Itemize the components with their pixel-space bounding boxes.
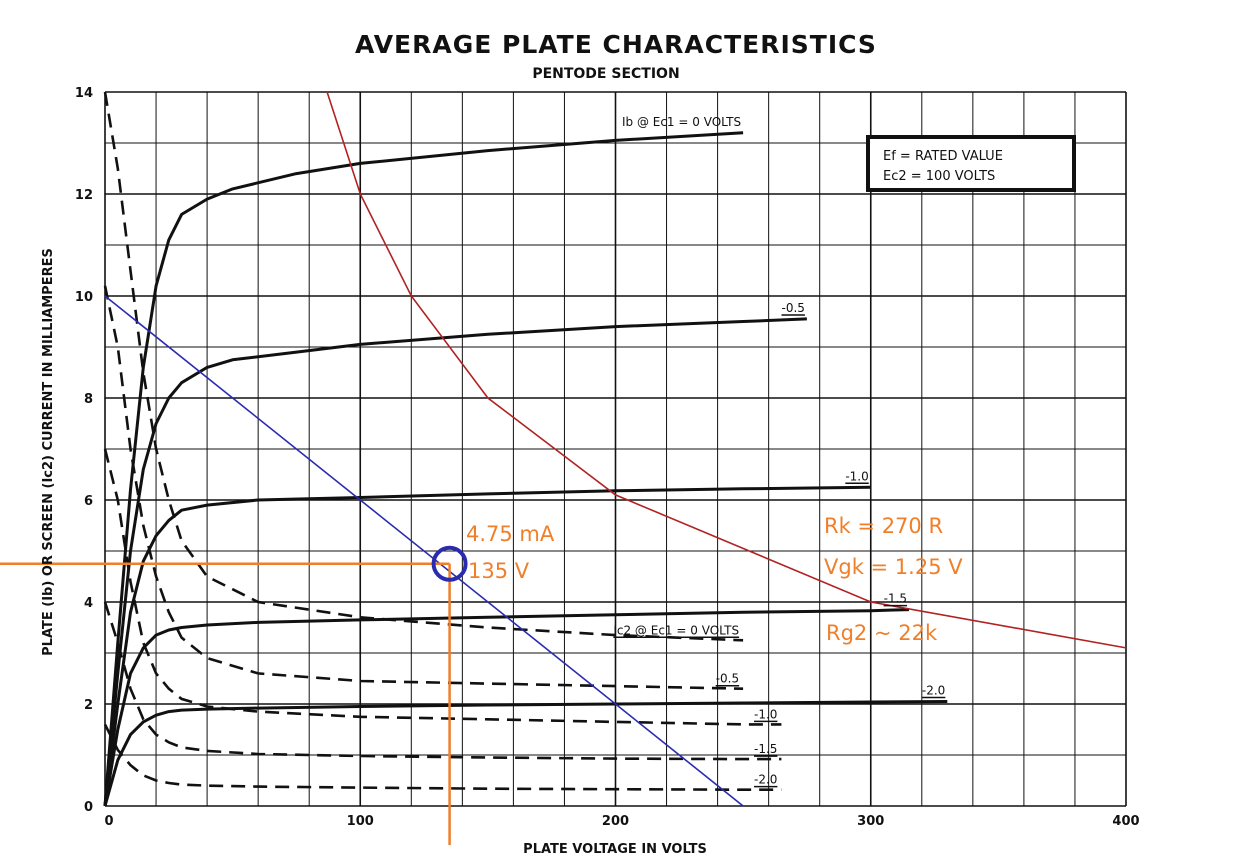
load-line — [104, 295, 744, 807]
screen-curve-label-1-0: -1.0 — [754, 707, 777, 721]
plate-curve-label-0-5: -0.5 — [782, 301, 805, 315]
grid — [104, 91, 1127, 807]
screen-curve-label-2-0: -2.0 — [754, 773, 777, 787]
x-tick-label: 200 — [602, 814, 629, 829]
plate-curve-label-1-0: -1.0 — [845, 469, 868, 483]
plate-curve-label-ib-ec1-0-volts: Ib @ Ec1 = 0 VOLTS — [622, 115, 741, 129]
y-tick-label: 2 — [84, 698, 93, 713]
plate-curve-0-5 — [103, 317, 807, 807]
y-tick-label: 4 — [84, 596, 93, 611]
annotation-voltage: 135 V — [468, 559, 530, 583]
x-axis-title: PLATE VOLTAGE IN VOLTS — [523, 842, 707, 857]
y-tick-label: 8 — [84, 392, 93, 407]
chart-title: AVERAGE PLATE CHARACTERISTICS — [355, 30, 877, 59]
legend-frame — [866, 135, 1076, 192]
screen-curve-label-1-5: -1.5 — [754, 742, 777, 756]
legend-box: Ef = RATED VALUE Ec2 = 100 VOLTS — [866, 135, 1076, 192]
annotation-vgk: Vgk = 1.25 V — [824, 555, 963, 579]
screen-curve-0-5 — [103, 285, 744, 690]
plate-curve-label-2-0: -2.0 — [922, 683, 945, 697]
legend-line-2: Ec2 = 100 VOLTS — [883, 169, 995, 184]
plate-curve-1-5 — [103, 608, 910, 807]
x-tick-label: 100 — [347, 814, 374, 829]
screen-curve-2-0 — [103, 723, 782, 791]
x-tick-label: 400 — [1112, 814, 1139, 829]
annotation-rk: Rk = 270 R — [824, 514, 943, 538]
y-tick-label: 6 — [84, 494, 93, 509]
operating-point-circle — [431, 545, 468, 582]
annotation-rg2: Rg2 ~ 22k — [826, 621, 938, 645]
screen-curve-1-5 — [103, 601, 782, 761]
overlay-lines — [0, 91, 1127, 845]
x-tick-label: 0 — [104, 814, 113, 829]
screen-curve-1-0 — [103, 448, 782, 726]
y-tick-labels: 0 2 4 6 8 10 12 14 — [75, 86, 93, 815]
chart-subtitle: PENTODE SECTION — [532, 66, 679, 82]
y-tick-label: 14 — [75, 86, 93, 101]
annotations: 4.75 mA 135 V Rk = 270 R Vgk = 1.25 V Rg… — [466, 514, 963, 645]
x-tick-label: 300 — [857, 814, 884, 829]
plate-curve-2-0 — [103, 700, 948, 807]
plate-current-curves — [103, 131, 948, 807]
legend-line-1: Ef = RATED VALUE — [883, 149, 1003, 164]
y-axis-title: PLATE (Ib) OR SCREEN (Ic2) CURRENT IN MI… — [41, 248, 56, 656]
y-tick-label: 12 — [75, 188, 93, 203]
screen-current-curves — [103, 91, 782, 791]
x-tick-labels: 0 100 200 300 400 — [104, 814, 1139, 829]
screen-curve-label-ic2-ec1-0-volts: Ic2 @ Ec1 = 0 VOLTS — [613, 623, 739, 637]
screen-curve-ic2-ec1-0-volts — [103, 91, 744, 642]
screen-curve-label-0-5: -0.5 — [716, 672, 739, 686]
curve-labels: Ib @ Ec1 = 0 VOLTS -0.5 -1.0 -1.5 -2.0 Ic2 @ … — [613, 115, 946, 788]
y-tick-label: 10 — [75, 290, 93, 305]
plate-curve-1-0 — [103, 485, 871, 807]
dissipation-curve — [326, 91, 1127, 649]
y-tick-label: 0 — [84, 800, 93, 815]
annotation-current: 4.75 mA — [466, 522, 555, 546]
plate-curve-label-1-5: -1.5 — [884, 592, 907, 606]
